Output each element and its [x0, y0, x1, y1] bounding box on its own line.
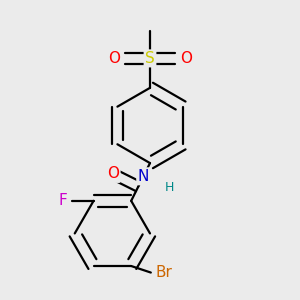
Text: O: O: [107, 167, 119, 182]
Text: O: O: [108, 51, 120, 66]
Text: H: H: [165, 181, 174, 194]
Text: F: F: [59, 193, 68, 208]
Text: S: S: [145, 51, 155, 66]
Text: Br: Br: [155, 265, 172, 280]
Text: O: O: [180, 51, 192, 66]
Text: N: N: [138, 169, 149, 184]
